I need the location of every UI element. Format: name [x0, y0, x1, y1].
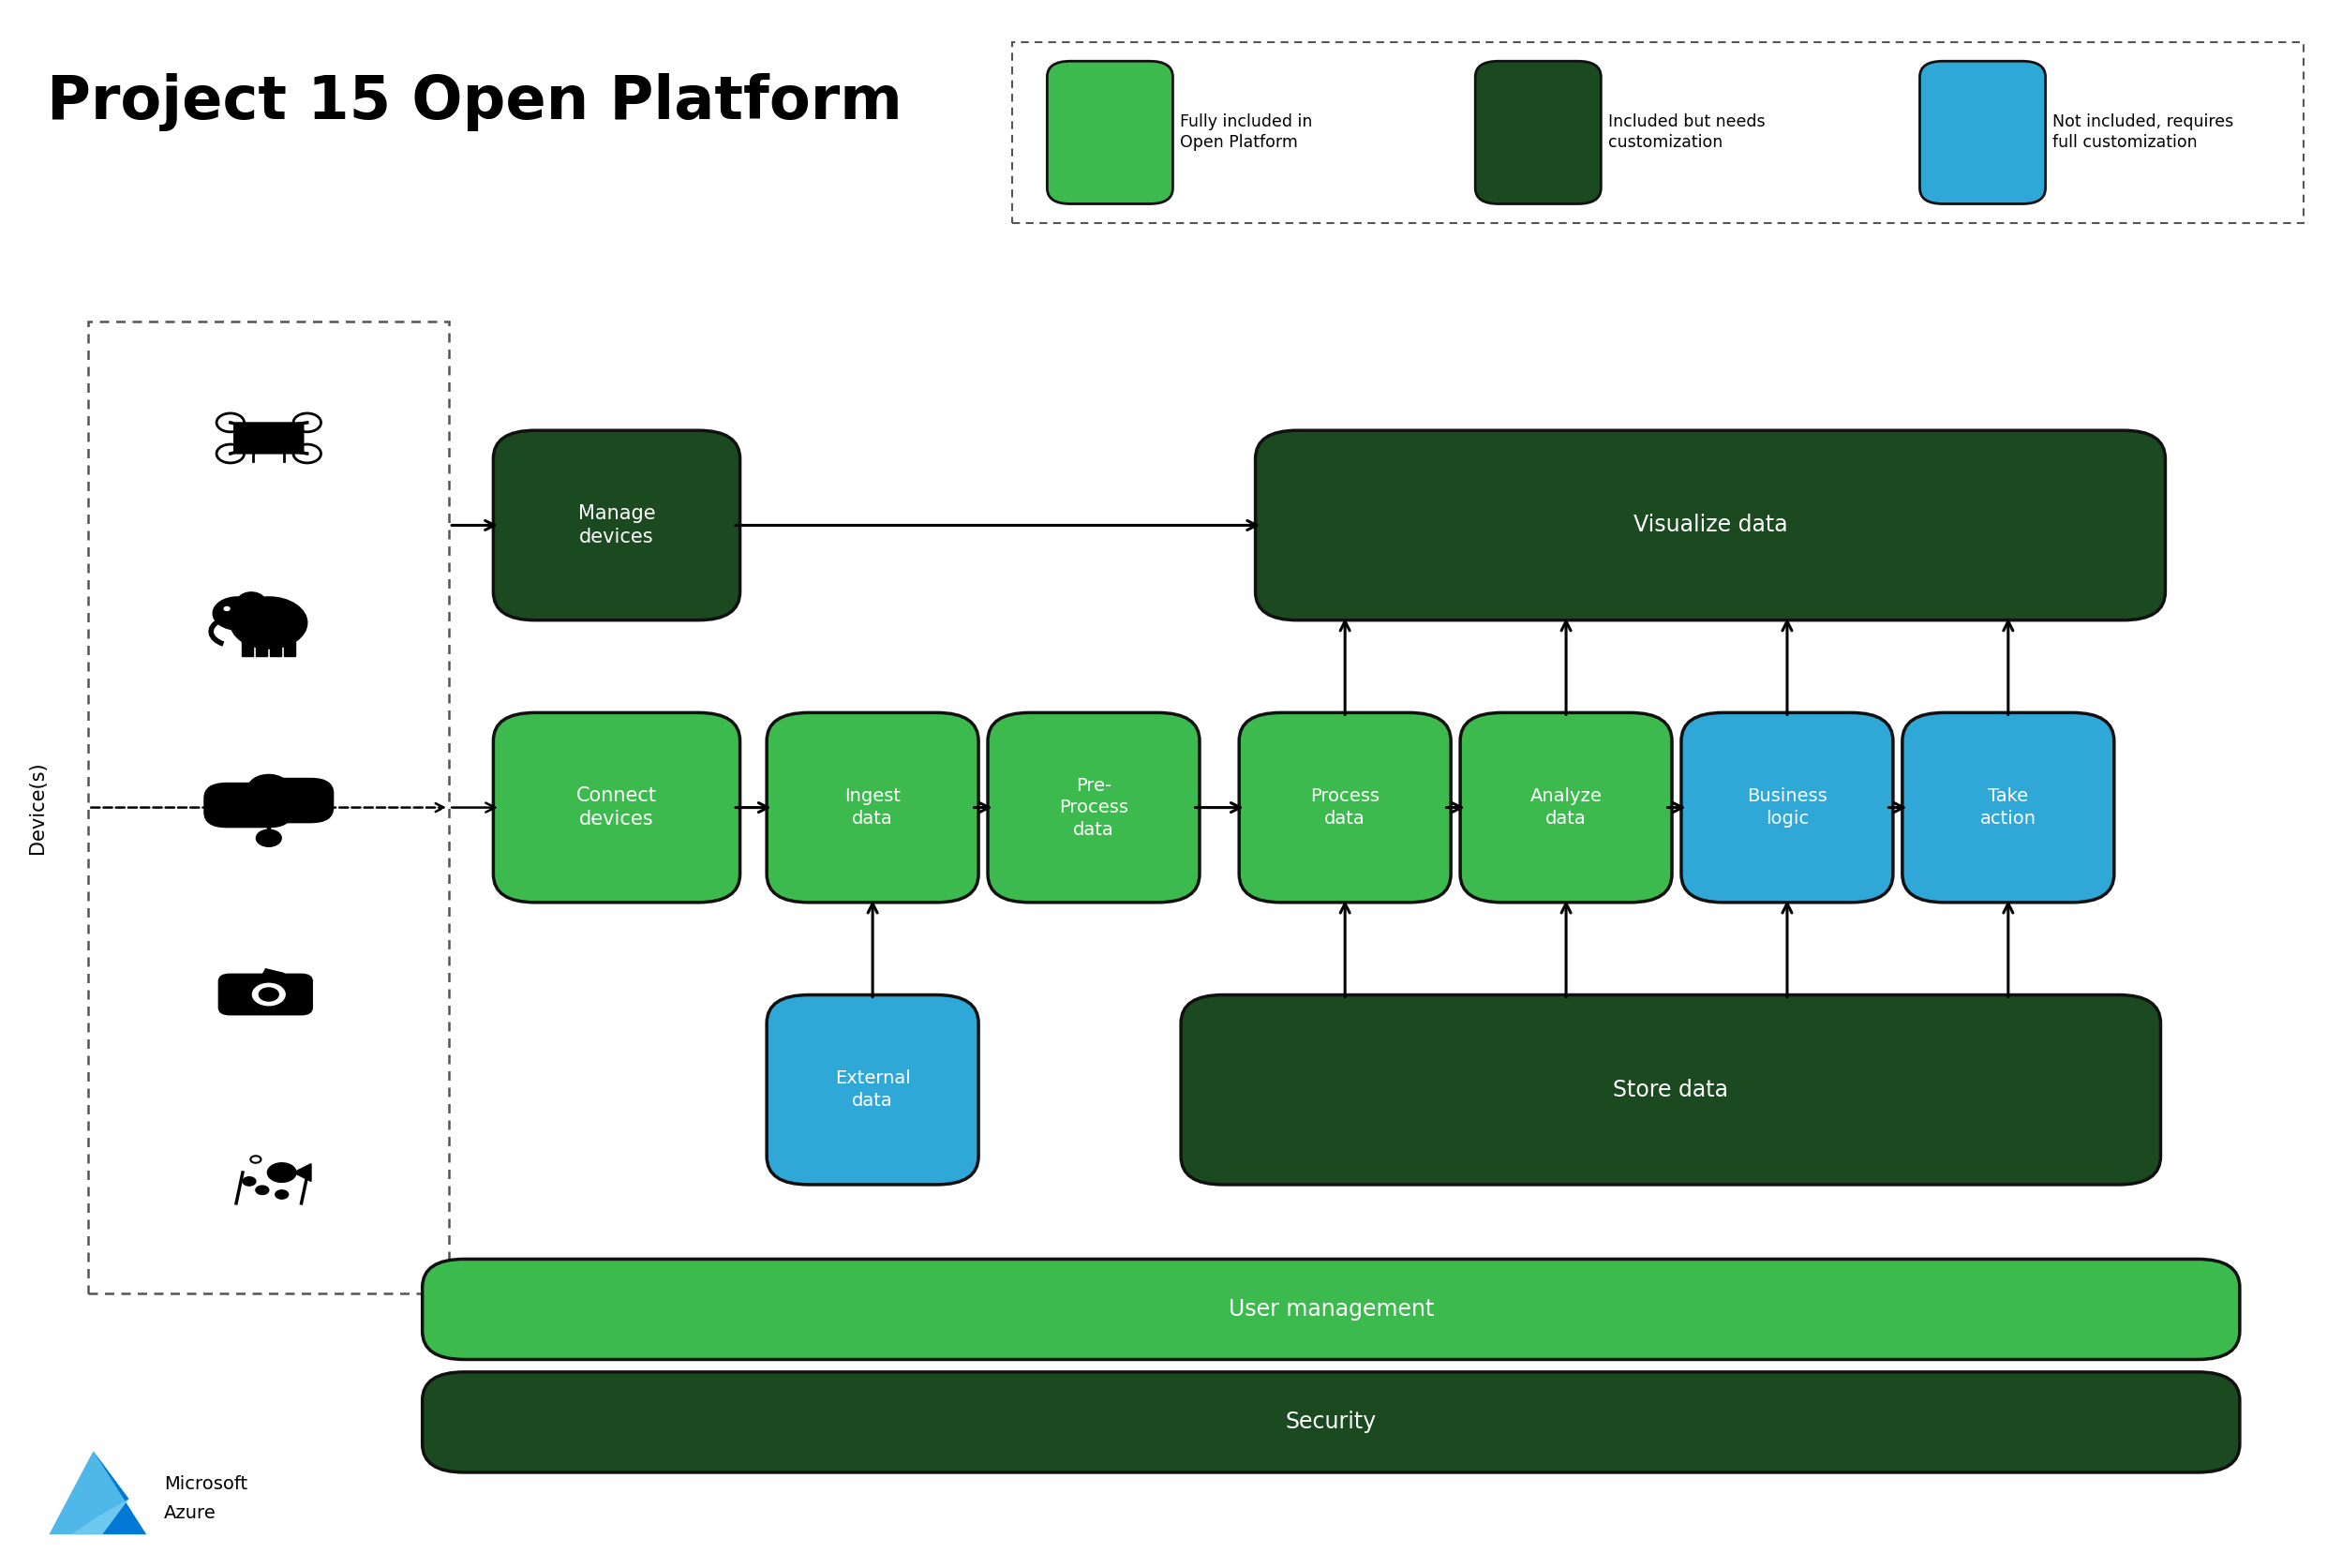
Circle shape	[251, 983, 284, 1005]
Circle shape	[242, 1178, 256, 1185]
FancyBboxPatch shape	[1475, 61, 1601, 204]
FancyBboxPatch shape	[766, 996, 977, 1185]
Circle shape	[258, 988, 279, 1000]
Bar	[242, 640, 254, 655]
Polygon shape	[93, 1450, 147, 1535]
FancyBboxPatch shape	[421, 1259, 2239, 1359]
FancyBboxPatch shape	[1901, 712, 2113, 903]
Text: Process
data: Process data	[1310, 787, 1380, 828]
Text: Business
logic: Business logic	[1748, 787, 1827, 828]
Circle shape	[223, 607, 230, 610]
Text: Microsoft: Microsoft	[163, 1475, 247, 1493]
FancyBboxPatch shape	[1920, 61, 2045, 204]
Text: User management: User management	[1229, 1298, 1433, 1320]
Bar	[284, 640, 296, 655]
Text: Pre-
Process
data: Pre- Process data	[1059, 776, 1129, 839]
Polygon shape	[49, 1450, 128, 1535]
FancyBboxPatch shape	[987, 712, 1201, 903]
Bar	[270, 640, 282, 655]
Circle shape	[247, 775, 289, 803]
Polygon shape	[293, 1163, 312, 1181]
FancyBboxPatch shape	[244, 778, 335, 823]
FancyBboxPatch shape	[1238, 712, 1450, 903]
FancyBboxPatch shape	[1254, 430, 2164, 619]
FancyBboxPatch shape	[766, 712, 977, 903]
Text: Visualize data: Visualize data	[1634, 514, 1787, 536]
Bar	[88, 321, 449, 1294]
Circle shape	[275, 1190, 289, 1200]
Circle shape	[237, 593, 265, 612]
Text: Store data: Store data	[1613, 1079, 1729, 1101]
Text: Analyze
data: Analyze data	[1531, 787, 1601, 828]
Text: Fully included in
Open Platform: Fully included in Open Platform	[1180, 113, 1312, 152]
Circle shape	[212, 597, 261, 630]
FancyBboxPatch shape	[493, 712, 740, 903]
Text: Security: Security	[1285, 1411, 1378, 1433]
FancyBboxPatch shape	[1180, 996, 2159, 1185]
Text: Connect
devices: Connect devices	[577, 787, 656, 828]
Polygon shape	[72, 1499, 128, 1535]
FancyBboxPatch shape	[493, 430, 740, 619]
Bar	[1012, 42, 2304, 223]
Bar	[258, 969, 284, 986]
Text: Azure: Azure	[163, 1505, 216, 1523]
FancyBboxPatch shape	[219, 974, 312, 1016]
Text: Project 15 Open Platform: Project 15 Open Platform	[47, 72, 903, 132]
Text: Ingest
data: Ingest data	[845, 787, 901, 828]
Text: Not included, requires
full customization: Not included, requires full customizatio…	[2052, 113, 2234, 152]
Text: Included but needs
customization: Included but needs customization	[1608, 113, 1766, 152]
Text: External
data: External data	[835, 1069, 910, 1110]
FancyBboxPatch shape	[202, 782, 291, 828]
FancyBboxPatch shape	[233, 422, 305, 455]
Circle shape	[268, 1163, 296, 1182]
FancyBboxPatch shape	[421, 1372, 2239, 1472]
FancyBboxPatch shape	[1047, 61, 1173, 204]
FancyBboxPatch shape	[1680, 712, 1892, 903]
FancyBboxPatch shape	[1461, 712, 1671, 903]
Text: Manage
devices: Manage devices	[577, 505, 656, 546]
Text: Take
action: Take action	[1980, 787, 2036, 828]
Text: Device(s): Device(s)	[28, 762, 47, 853]
Bar	[256, 640, 268, 655]
Circle shape	[256, 829, 282, 847]
Circle shape	[230, 597, 307, 649]
Circle shape	[256, 1185, 268, 1195]
